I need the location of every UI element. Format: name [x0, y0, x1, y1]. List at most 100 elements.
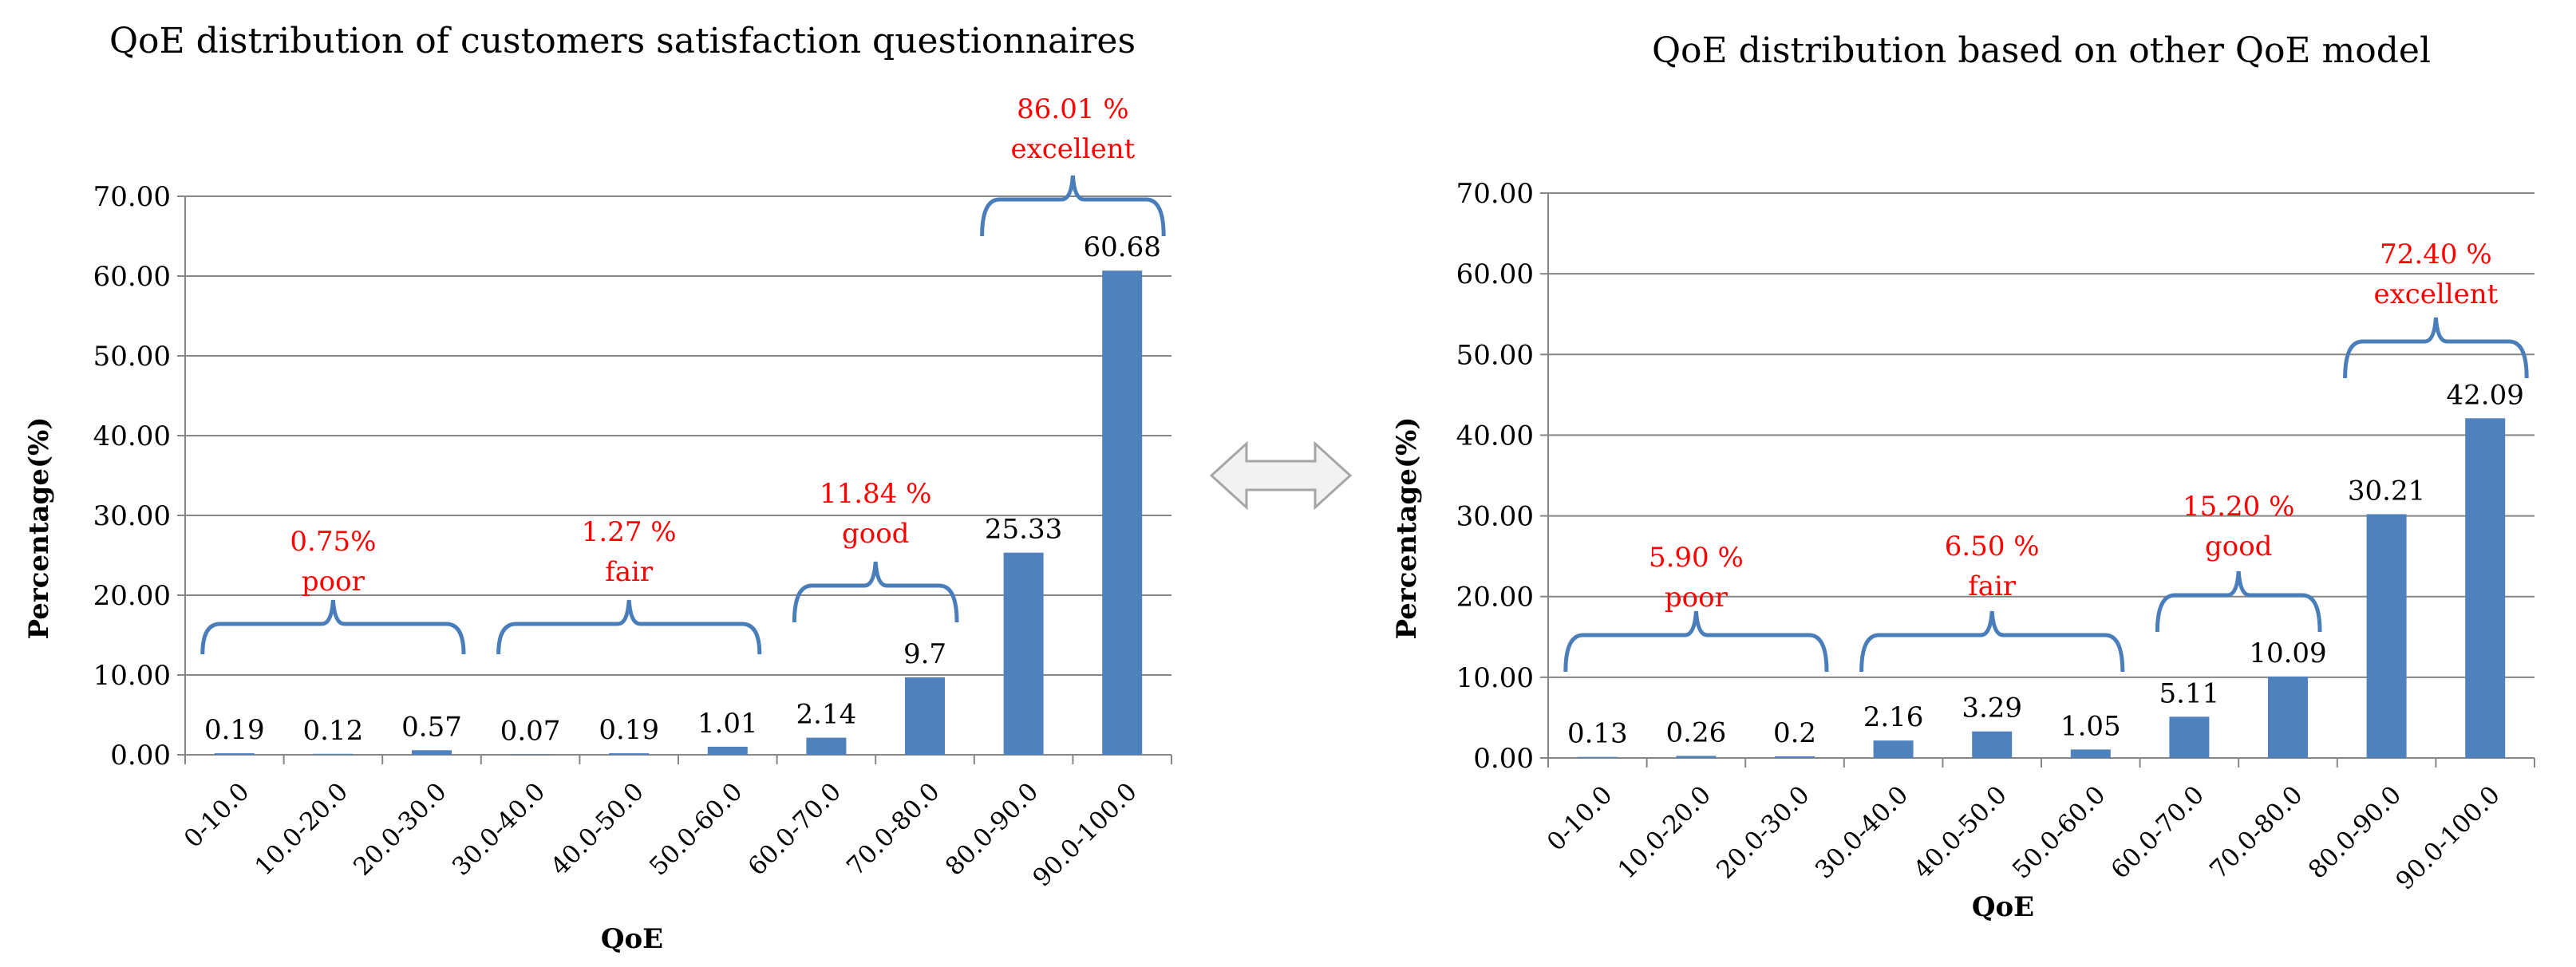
y-tick-label: 60.00 — [1456, 259, 1534, 290]
annotation-label: excellent — [2373, 278, 2498, 310]
data-label: 60.68 — [1084, 231, 1161, 263]
annotation-percent: 6.50 % — [1945, 531, 2040, 562]
annotation-percent: 15.20 % — [2183, 491, 2294, 523]
bar — [510, 754, 551, 755]
bar — [1676, 756, 1717, 758]
annotation-label: good — [2205, 531, 2272, 562]
x-tick-label: 80.0-90.0 — [940, 777, 1044, 881]
x-tick-label: 40.0-50.0 — [1908, 780, 2012, 884]
bar — [214, 753, 255, 755]
bar — [412, 750, 452, 755]
x-tick-label: 60.0-70.0 — [743, 777, 847, 881]
bracket-annotation — [1859, 610, 2125, 673]
annotation-percent: 86.01 % — [1017, 93, 1128, 125]
bar — [1577, 756, 1618, 758]
bracket-annotation — [2343, 317, 2529, 379]
x-tick-label: 50.0-60.0 — [644, 777, 748, 881]
data-label: 0.12 — [303, 715, 364, 747]
x-tick-label: 0-10.0 — [179, 777, 255, 854]
bar — [1003, 552, 1044, 755]
y-tick-label: 0.00 — [110, 740, 171, 772]
y-tick-label: 70.00 — [93, 181, 171, 213]
y-tick-label: 50.00 — [1456, 339, 1534, 371]
bar — [313, 753, 354, 755]
annotation-percent: 11.84 % — [820, 478, 931, 510]
x-tick-label: 40.0-50.0 — [545, 777, 649, 881]
data-label: 1.05 — [2060, 710, 2121, 742]
data-label: 0.19 — [599, 714, 659, 746]
y-tick-label: 10.00 — [1456, 662, 1534, 694]
bar — [1972, 731, 2013, 758]
data-label: 1.01 — [697, 708, 758, 740]
annotation-label: fair — [1968, 570, 2017, 602]
data-label: 0.2 — [1773, 717, 1816, 749]
x-tick-label: 20.0-30.0 — [348, 777, 452, 881]
bar — [609, 753, 650, 755]
x-tick-label: 30.0-40.0 — [1810, 780, 1914, 884]
bar — [1775, 756, 1815, 758]
bar — [2268, 676, 2308, 758]
chart-right: QoE distribution based on other QoE mode… — [1391, 30, 2535, 923]
annotation-label: good — [842, 518, 909, 550]
data-label: 30.21 — [2348, 475, 2425, 507]
bar — [2465, 418, 2506, 758]
bar — [1873, 740, 1914, 758]
chart-title: QoE distribution based on other QoE mode… — [1652, 30, 2431, 71]
y-axis-label: Percentage(%) — [23, 417, 55, 640]
data-label: 2.16 — [1863, 701, 1924, 733]
bracket-annotation — [200, 599, 466, 655]
y-tick-label: 20.00 — [93, 580, 171, 612]
bracket-annotation — [496, 599, 762, 655]
x-tick-label: 90.0-100.0 — [2390, 780, 2505, 895]
chart-left: QoE distribution of customers satisfacti… — [23, 21, 1172, 955]
y-tick-label: 70.00 — [1456, 178, 1534, 210]
annotation-label: poor — [302, 566, 365, 598]
bar — [806, 737, 847, 755]
x-tick-label: 0-10.0 — [1542, 780, 1618, 857]
data-label: 0.07 — [500, 715, 561, 747]
x-tick-label: 10.0-20.0 — [1613, 780, 1717, 884]
data-label: 10.09 — [2249, 637, 2326, 669]
bracket-annotation — [980, 175, 1166, 237]
x-axis-label: QoE — [1972, 891, 2034, 923]
bracket-annotation — [2155, 570, 2322, 633]
y-tick-label: 40.00 — [93, 420, 171, 452]
x-tick-label: 10.0-20.0 — [250, 777, 354, 881]
bar — [2366, 514, 2407, 758]
chart-title: QoE distribution of customers satisfacti… — [109, 21, 1136, 61]
annotation-label: poor — [1665, 582, 1729, 614]
bracket-annotation — [792, 561, 959, 623]
annotation-percent: 0.75% — [290, 526, 376, 558]
x-tick-label: 70.0-80.0 — [841, 777, 945, 881]
x-tick-label: 60.0-70.0 — [2106, 780, 2210, 884]
y-tick-label: 30.00 — [93, 500, 171, 532]
x-tick-label: 30.0-40.0 — [447, 777, 551, 881]
data-label: 3.29 — [1962, 693, 2022, 724]
x-tick-label: 90.0-100.0 — [1027, 777, 1142, 892]
data-label: 5.11 — [2159, 677, 2220, 709]
double-headed-arrow-icon — [1209, 440, 1353, 511]
y-tick-label: 50.00 — [93, 341, 171, 373]
annotation-label: excellent — [1010, 133, 1135, 165]
y-axis-label: Percentage(%) — [1391, 417, 1423, 640]
annotation-percent: 1.27 % — [582, 516, 677, 548]
y-tick-label: 60.00 — [93, 261, 171, 293]
data-label: 0.13 — [1567, 718, 1628, 750]
data-label: 2.14 — [796, 699, 857, 731]
x-tick-label: 20.0-30.0 — [1711, 780, 1815, 884]
data-label: 9.7 — [903, 638, 946, 670]
annotation-label: fair — [605, 556, 654, 588]
bar — [2169, 716, 2210, 758]
annotation-percent: 5.90 % — [1649, 542, 1744, 574]
y-tick-label: 0.00 — [1473, 743, 1534, 775]
data-label: 0.26 — [1666, 716, 1727, 748]
x-tick-label: 70.0-80.0 — [2204, 780, 2308, 884]
annotation-percent: 72.40 % — [2380, 239, 2491, 270]
data-label: 42.09 — [2447, 379, 2524, 411]
data-label: 25.33 — [985, 514, 1062, 546]
bar — [1102, 270, 1143, 755]
y-tick-label: 30.00 — [1456, 501, 1534, 533]
x-tick-label: 80.0-90.0 — [2303, 780, 2407, 884]
y-tick-label: 20.00 — [1456, 582, 1534, 614]
